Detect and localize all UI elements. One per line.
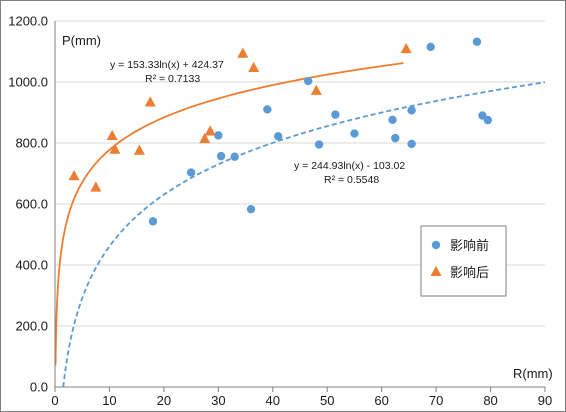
trendlines: [54, 62, 546, 388]
legend-label-after: 影响后: [450, 265, 489, 280]
data-point-after: [248, 61, 260, 73]
trendline-equation-after: y = 153.33ln(x) + 424.37: [110, 59, 224, 71]
data-point-before: [216, 151, 226, 161]
data-point-before: [214, 131, 223, 140]
y-tick-label: 1200.0: [8, 14, 48, 29]
data-point-before: [483, 115, 493, 125]
y-tick-label: 600.0: [15, 197, 48, 212]
trendline-r2-after: R² = 0.7133: [145, 73, 200, 85]
x-tick-label: 60: [374, 393, 388, 408]
data-point-before: [263, 105, 272, 114]
x-axis-title: R(mm): [513, 366, 553, 381]
data-point-before: [331, 110, 340, 119]
data-point-after: [109, 143, 121, 154]
data-points: [68, 37, 493, 226]
y-tick-label: 1000.0: [8, 75, 48, 90]
data-point-after: [106, 129, 118, 141]
tick-labels: 0.0 200.0 400.0 600.0 800.0 1000.0 1200.0 0 10 20…: [8, 14, 552, 409]
data-point-before: [303, 76, 313, 86]
data-point-after: [199, 132, 211, 144]
data-point-before: [407, 139, 416, 149]
data-point-before: [350, 129, 359, 138]
legend-box: [420, 225, 507, 297]
data-point-before: [314, 140, 324, 149]
data-point-after: [204, 125, 216, 136]
data-point-after: [400, 42, 412, 54]
data-point-after: [144, 96, 156, 107]
data-point-before: [274, 132, 283, 141]
y-tick-label: 0.0: [30, 380, 48, 395]
data-point-after: [133, 144, 145, 155]
y-tick-label: 800.0: [15, 136, 48, 151]
data-point-after: [90, 181, 102, 192]
trendline-equation-before: y = 244.93ln(x) - 103.02: [294, 160, 405, 172]
data-point-before: [388, 115, 397, 125]
y-axis-title: P(mm): [62, 33, 101, 48]
x-tick-label: 30: [211, 393, 225, 408]
data-point-after: [237, 47, 249, 58]
x-tick-label: 20: [157, 393, 171, 408]
legend: 影响前 影响后: [420, 225, 507, 297]
data-point-before: [246, 204, 256, 214]
data-point-before: [148, 217, 158, 226]
x-tick-label: 80: [483, 393, 497, 408]
y-tick-label: 400.0: [15, 258, 48, 273]
legend-marker-after: [430, 266, 442, 276]
trendline-r2-before: R² = 0.5548: [324, 174, 379, 186]
x-tick-label: 50: [320, 393, 334, 408]
data-point-before: [186, 168, 196, 177]
axes: [54, 21, 546, 392]
x-tick-label: 90: [538, 393, 552, 408]
data-point-before: [407, 106, 416, 115]
data-point-before: [426, 42, 435, 52]
legend-label-before: 影响前: [450, 238, 489, 253]
data-point-before: [391, 133, 400, 143]
x-tick-label: 0: [51, 393, 58, 408]
data-point-before: [472, 37, 482, 46]
trendline-before: [62, 81, 546, 388]
data-point-before: [230, 152, 239, 161]
x-tick-label: 40: [266, 393, 280, 408]
y-tick-label: 200.0: [15, 319, 48, 334]
data-point-after: [310, 84, 322, 95]
trendline-after: [54, 62, 404, 366]
x-tick-label: 10: [102, 393, 116, 408]
x-tick-label: 70: [429, 393, 443, 408]
data-point-after: [68, 170, 80, 181]
legend-marker-before: [431, 240, 441, 250]
